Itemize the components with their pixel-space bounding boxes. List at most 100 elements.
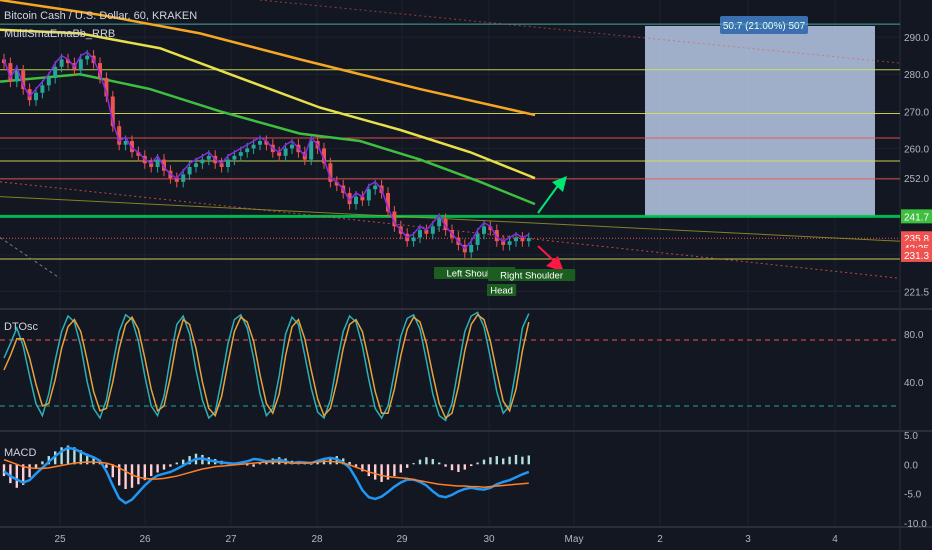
candle-body — [494, 230, 499, 242]
macd-histogram-bar — [143, 464, 146, 481]
macd-histogram-bar — [502, 458, 505, 465]
sma-yellow-line — [0, 28, 536, 180]
macd-histogram-bar — [482, 459, 486, 465]
indicator-name: MultiSmaEmaBb_RRB — [4, 28, 116, 40]
macd-histogram-bar — [418, 459, 422, 465]
macd-histogram-bar — [118, 464, 121, 486]
macd-histogram-bar — [9, 464, 12, 484]
time-axis-label: 29 — [396, 534, 408, 545]
target-box — [645, 25, 875, 217]
macd-histogram-bar — [386, 464, 390, 480]
price-tick-label: 260.0 — [904, 144, 929, 155]
macd-histogram-bar — [514, 454, 518, 465]
candle-body — [482, 226, 486, 234]
candle-body — [238, 152, 243, 156]
candle-body — [8, 63, 13, 82]
time-axis-label: 26 — [139, 534, 151, 545]
macd-histogram-bar — [438, 462, 441, 465]
macd-histogram-bar — [374, 464, 377, 480]
candle-body — [514, 237, 518, 242]
candle-body — [373, 185, 378, 190]
bearish-arrow-line — [537, 245, 556, 263]
candle-body — [136, 152, 141, 156]
candle-body — [59, 59, 64, 67]
candle-body — [277, 152, 282, 156]
macd-histogram-bar — [79, 450, 82, 465]
macd-histogram-bar — [22, 464, 25, 485]
upper-trendline — [259, 0, 901, 64]
ema-green-line — [0, 72, 536, 206]
right-shoulder-label-bg — [488, 269, 576, 281]
macd-histogram-bar — [258, 463, 262, 465]
candle-body — [194, 163, 198, 167]
candle-body — [34, 92, 38, 101]
macd-histogram-bar — [361, 464, 364, 472]
candle-body — [149, 163, 154, 167]
dtosc-tick-label: 40.0 — [904, 378, 924, 389]
macd-histogram-bar — [431, 459, 434, 465]
signal-line — [3, 458, 529, 488]
candle-body — [290, 144, 294, 149]
macd-histogram-bar — [399, 464, 402, 473]
macd-tick-label: -5.0 — [904, 490, 922, 501]
price-badge-bg — [901, 247, 932, 262]
candle-body — [475, 233, 480, 245]
candle-body — [155, 159, 160, 167]
candle-body — [232, 155, 237, 160]
time-axis-label: 30 — [483, 534, 495, 545]
candle-body — [418, 230, 422, 238]
down-trendline — [0, 181, 901, 279]
macd-histogram-bar — [28, 464, 31, 478]
symbol-title: Bitcoin Cash / U.S. Dollar, 60, KRAKEN — [4, 10, 198, 22]
candle-body — [392, 211, 397, 227]
time-axis-label: 4 — [832, 534, 838, 545]
candle-body — [40, 85, 45, 93]
time-axis-label: 2 — [657, 534, 663, 545]
candle-body — [488, 226, 493, 231]
macd-histogram-bar — [73, 447, 76, 465]
time-axis-label: 25 — [54, 534, 66, 545]
macd-histogram-bar — [406, 464, 409, 468]
candle-body — [386, 192, 390, 212]
candle-body — [53, 66, 58, 78]
dtosc-title: DTOsc — [4, 321, 39, 333]
price-badge-bg — [901, 209, 932, 224]
candle-body — [226, 159, 230, 167]
candle-body — [117, 126, 122, 145]
candle-body — [347, 192, 352, 205]
price-badge-label: 241.7 — [904, 212, 929, 223]
candle-body — [411, 237, 416, 242]
candle-body — [526, 238, 531, 242]
macd-histogram-bar — [175, 462, 178, 465]
candle-body — [162, 159, 166, 171]
macd-histogram-bar — [86, 453, 89, 465]
macd-tick-label: 0.0 — [904, 460, 918, 471]
macd-histogram-bar — [380, 464, 383, 482]
macd-histogram-bar — [169, 464, 172, 467]
candle-body — [520, 237, 525, 242]
candle-body — [66, 59, 70, 64]
ema-purple-line — [3, 50, 530, 250]
candle-body — [200, 159, 205, 164]
left-shoulder-label: Left Shoulder — [446, 269, 503, 280]
macd-histogram-bar — [15, 464, 18, 488]
candle-body — [366, 189, 371, 201]
target-box-label: 50.7 (21.00%) 507 — [723, 21, 806, 32]
bearish-arrowhead — [546, 256, 564, 272]
macd-histogram-bar — [444, 464, 447, 467]
macd-histogram-bar — [150, 464, 153, 477]
candle-body — [46, 77, 51, 86]
candle-body — [328, 163, 333, 182]
candle-body — [283, 148, 288, 156]
candle-body — [187, 166, 192, 175]
candle-body — [206, 155, 211, 160]
macd-histogram-bar — [124, 464, 127, 489]
macd-histogram-bar — [130, 464, 134, 488]
candle-body — [130, 141, 134, 153]
macd-histogram-bar — [47, 456, 50, 465]
candle-body — [443, 218, 448, 231]
candle-body — [469, 244, 474, 253]
macd-histogram-bar — [521, 456, 524, 465]
macd-histogram-bar — [156, 464, 159, 473]
